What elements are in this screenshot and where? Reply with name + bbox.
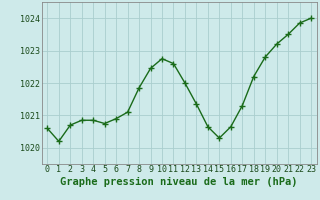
X-axis label: Graphe pression niveau de la mer (hPa): Graphe pression niveau de la mer (hPa) bbox=[60, 177, 298, 187]
